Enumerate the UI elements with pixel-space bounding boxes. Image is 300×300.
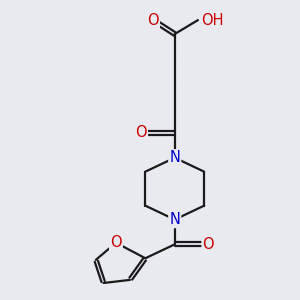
Text: N: N — [169, 212, 180, 227]
Text: N: N — [169, 150, 180, 165]
Text: O: O — [202, 237, 214, 252]
Text: O: O — [135, 125, 147, 140]
Text: O: O — [147, 13, 159, 28]
Text: OH: OH — [201, 13, 224, 28]
Text: O: O — [110, 235, 122, 250]
